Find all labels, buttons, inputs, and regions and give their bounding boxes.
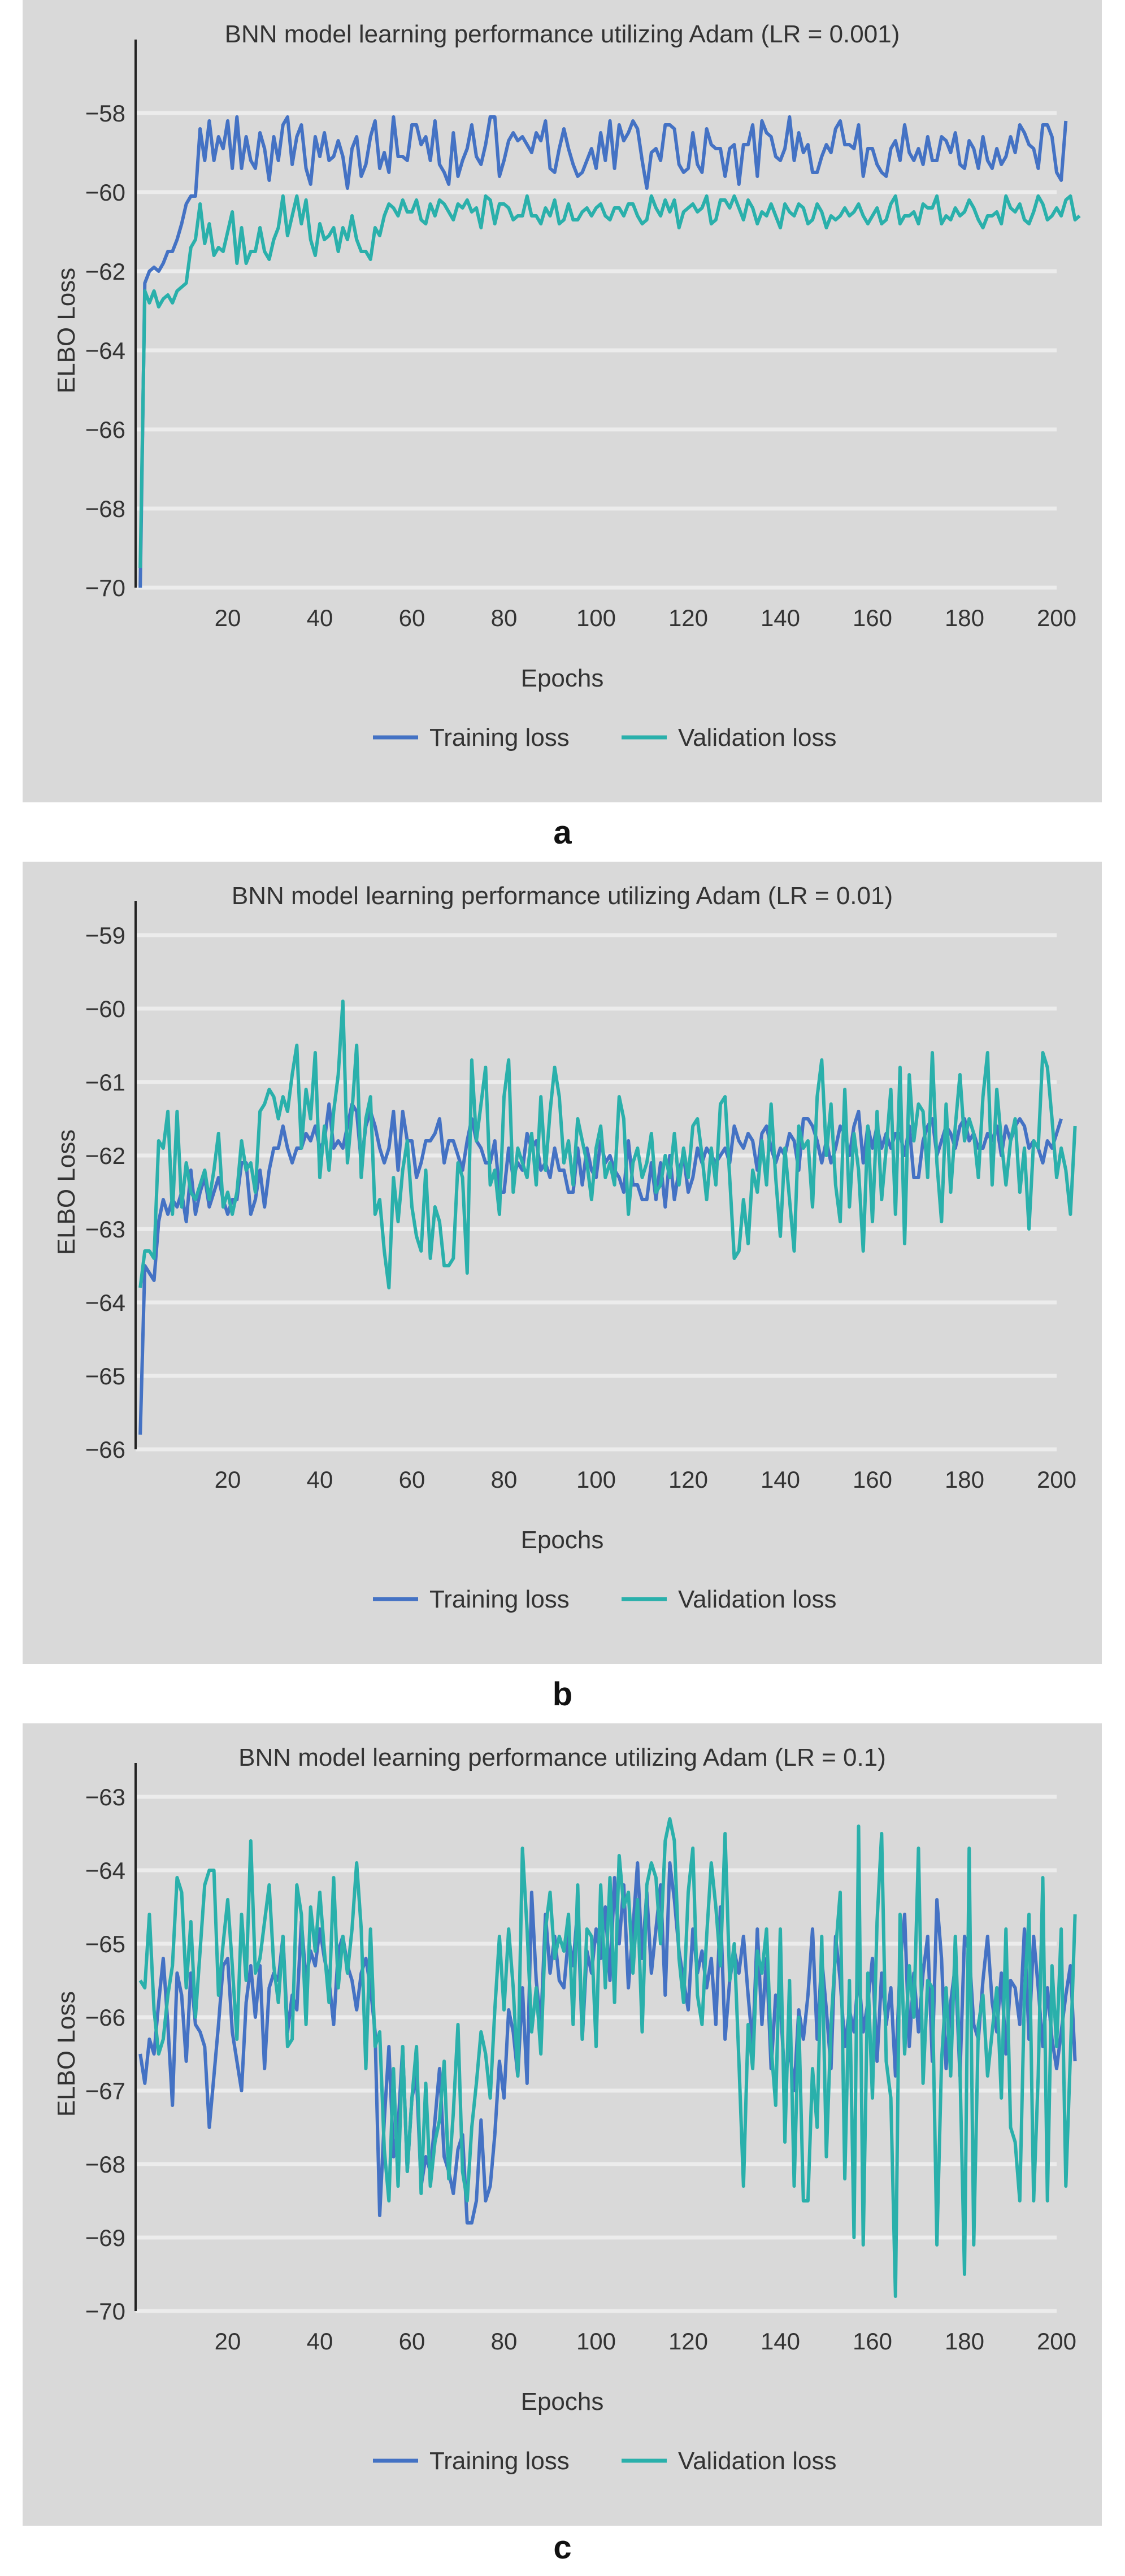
x-axis-label: Epochs: [521, 2388, 604, 2416]
chart-title: BNN model learning performance utilizing…: [232, 882, 893, 910]
series-line-validation: [138, 1817, 1077, 2298]
panel-caption-c: c: [553, 2529, 572, 2566]
x-tick-label: 40: [307, 605, 333, 631]
x-tick-label: 80: [491, 2328, 518, 2355]
chart-title: BNN model learning performance utilizing…: [238, 1744, 886, 1771]
y-tick-label: −65: [85, 1363, 125, 1389]
x-tick-label: 40: [307, 2328, 333, 2355]
series-line-training: [138, 115, 1068, 588]
x-axis-label: Epochs: [521, 1526, 604, 1554]
x-tick-label: 140: [761, 605, 800, 631]
y-tick-label: −70: [85, 575, 125, 601]
panel-caption-a: a: [553, 814, 572, 851]
y-tick-label: −60: [85, 996, 125, 1022]
x-tick-label: 40: [307, 1466, 333, 1493]
x-tick-label: 20: [215, 605, 241, 631]
legend-label-validation: Validation loss: [678, 2447, 836, 2475]
chart-panel-b: BNN model learning performance utilizing…: [23, 862, 1102, 1664]
y-tick-label: −58: [85, 100, 125, 127]
y-axis-label: ELBO Loss: [53, 1130, 80, 1256]
x-tick-label: 200: [1037, 2328, 1076, 2355]
panel-caption-b: b: [552, 1676, 573, 1713]
y-tick-label: −62: [85, 1143, 125, 1169]
y-tick-label: −67: [85, 2078, 125, 2104]
y-axis-label: ELBO Loss: [53, 1991, 80, 2117]
legend-label-training: Training loss: [429, 2447, 570, 2475]
y-tick-label: −59: [85, 922, 125, 949]
y-tick-label: −69: [85, 2225, 125, 2251]
x-tick-label: 140: [761, 1466, 800, 1493]
legend-label-training: Training loss: [429, 724, 570, 751]
y-tick-label: −65: [85, 1931, 125, 1957]
y-tick-label: −68: [85, 2151, 125, 2178]
x-axis-label: Epochs: [521, 664, 604, 692]
x-tick-label: 100: [576, 2328, 616, 2355]
series-line-validation: [138, 1000, 1077, 1289]
y-tick-label: −64: [85, 1289, 125, 1316]
chart-panel-a: BNN model learning performance utilizing…: [23, 0, 1102, 802]
y-tick-label: −66: [85, 1436, 125, 1463]
x-tick-label: 120: [668, 2328, 708, 2355]
y-tick-label: −61: [85, 1069, 125, 1096]
x-tick-label: 20: [215, 1466, 241, 1493]
x-tick-label: 80: [491, 1466, 518, 1493]
chart-panel-c: BNN model learning performance utilizing…: [23, 1723, 1102, 2526]
y-tick-label: −64: [85, 337, 125, 364]
x-tick-label: 200: [1037, 605, 1076, 631]
legend-label-validation: Validation loss: [678, 1585, 836, 1613]
series-line-validation: [138, 194, 1081, 568]
x-tick-label: 140: [761, 2328, 800, 2355]
legend-label-validation: Validation loss: [678, 724, 836, 751]
x-tick-label: 180: [945, 1466, 984, 1493]
y-tick-label: −66: [85, 416, 125, 443]
y-axis-label: ELBO Loss: [53, 268, 80, 394]
y-tick-label: −66: [85, 2004, 125, 2031]
x-tick-label: 20: [215, 2328, 241, 2355]
x-tick-label: 100: [576, 1466, 616, 1493]
y-tick-label: −68: [85, 496, 125, 522]
legend-label-training: Training loss: [429, 1585, 570, 1613]
y-tick-label: −70: [85, 2298, 125, 2325]
x-tick-label: 160: [853, 605, 892, 631]
x-tick-label: 180: [945, 605, 984, 631]
x-tick-label: 120: [668, 1466, 708, 1493]
y-tick-label: −64: [85, 1857, 125, 1884]
chart-a-svg: BNN model learning performance utilizing…: [53, 20, 1081, 751]
y-tick-label: −63: [85, 1216, 125, 1243]
x-tick-label: 200: [1037, 1466, 1076, 1493]
chart-c-svg: BNN model learning performance utilizing…: [53, 1744, 1077, 2475]
x-tick-label: 180: [945, 2328, 984, 2355]
x-tick-label: 120: [668, 605, 708, 631]
x-tick-label: 60: [399, 1466, 425, 1493]
y-tick-label: −63: [85, 1784, 125, 1810]
chart-b-svg: BNN model learning performance utilizing…: [53, 882, 1077, 1613]
x-tick-label: 160: [853, 1466, 892, 1493]
x-tick-label: 60: [399, 605, 425, 631]
x-tick-label: 80: [491, 605, 518, 631]
x-tick-label: 100: [576, 605, 616, 631]
chart-title: BNN model learning performance utilizing…: [225, 20, 900, 48]
x-tick-label: 160: [853, 2328, 892, 2355]
x-tick-label: 60: [399, 2328, 425, 2355]
y-tick-label: −60: [85, 179, 125, 206]
y-tick-label: −62: [85, 258, 125, 285]
